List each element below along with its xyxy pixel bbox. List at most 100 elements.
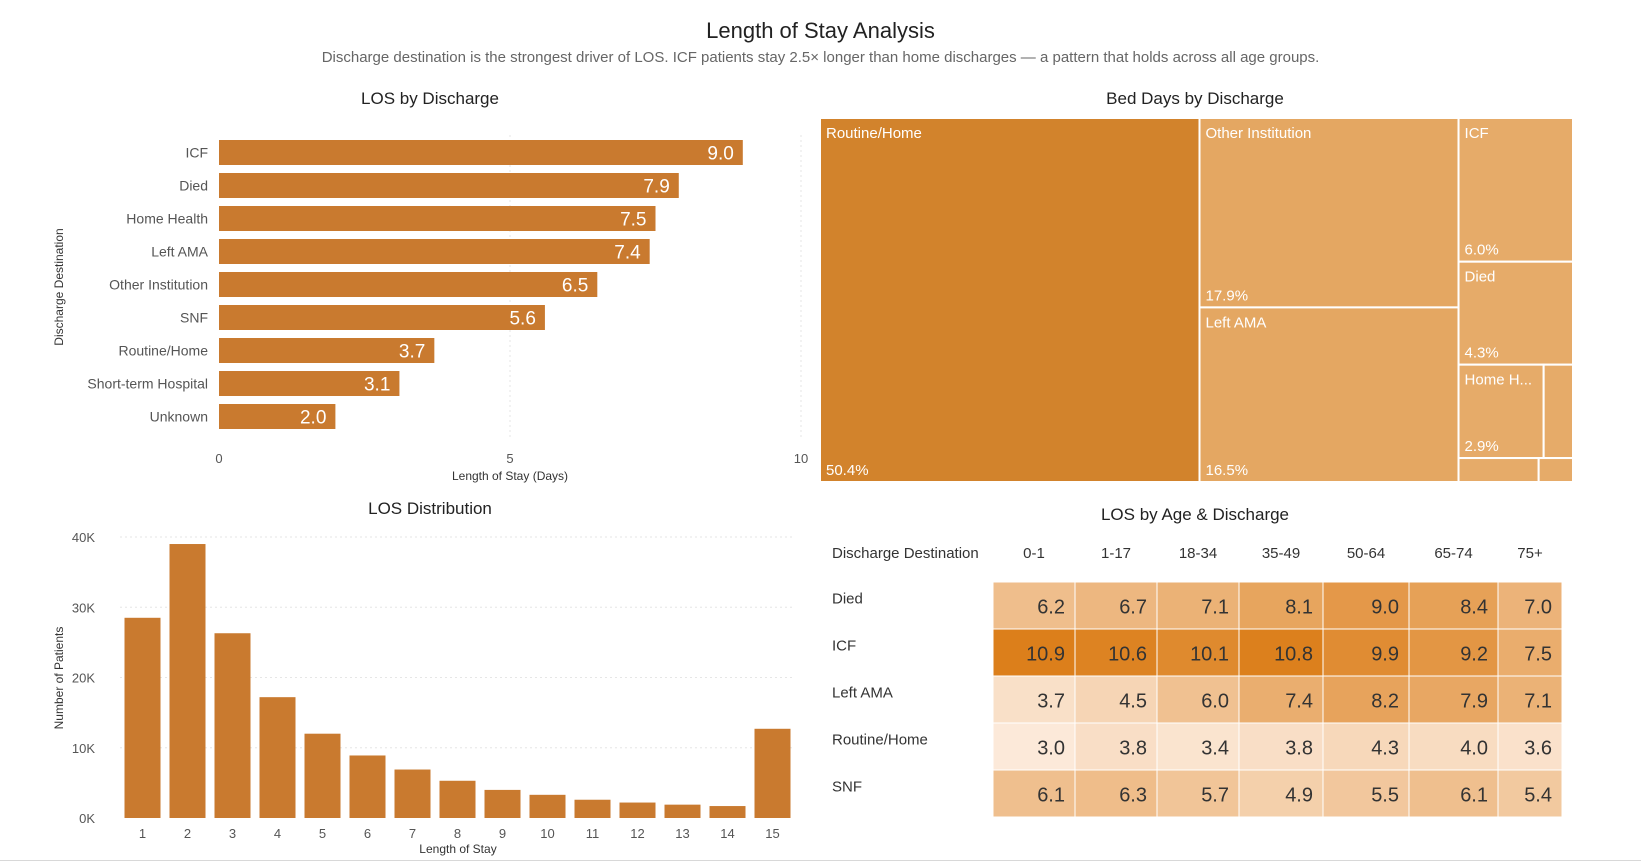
data-label: 3.7: [399, 342, 425, 363]
x-tick-label: 8: [454, 826, 461, 841]
heatmap-cell: [1408, 628, 1499, 677]
heatmap-cell: [1497, 675, 1563, 724]
histogram-bar: [529, 794, 566, 818]
histogram-bar: [349, 755, 386, 818]
treemap-value: 17.9%: [1206, 287, 1249, 304]
histogram-bar: [214, 633, 251, 818]
heatmap-cell: [1156, 769, 1240, 818]
x-tick-label: 13: [675, 826, 689, 841]
category-label: Unknown: [150, 409, 208, 425]
data-label: 6.5: [562, 276, 588, 297]
heatmap-value: 5.7: [1201, 785, 1229, 807]
heatmap-cell: [1497, 769, 1563, 818]
x-tick-label: 0: [215, 451, 222, 466]
category-label: ICF: [185, 145, 208, 161]
treemap-label: Home H...: [1465, 372, 1533, 389]
bottom-divider: [0, 860, 1641, 861]
x-tick-label: 12: [630, 826, 644, 841]
y-tick-label: 0K: [79, 811, 95, 826]
treemap-label: Died: [1465, 269, 1496, 286]
heatmap-value: 3.4: [1201, 738, 1229, 760]
page-title: Length of Stay Analysis: [706, 18, 935, 43]
y-axis-title: Number of Patients: [52, 627, 66, 730]
x-tick-label: 14: [720, 826, 734, 841]
heatmap-value: 6.3: [1119, 785, 1147, 807]
heatmap-value: 7.4: [1285, 691, 1313, 713]
bed-days-title: Bed Days by Discharge: [1106, 89, 1284, 108]
heatmap-cell: [992, 769, 1076, 818]
heatmap-column-label: 35-49: [1262, 545, 1300, 562]
histogram-bar: [169, 544, 206, 818]
heatmap-value: 10.8: [1274, 644, 1313, 666]
treemap-value: 2.9%: [1465, 438, 1499, 455]
treemap-tile: [1457, 117, 1574, 263]
heatmap-value: 6.2: [1037, 597, 1065, 619]
histogram-bar: [709, 806, 746, 818]
histogram-bar: [574, 799, 611, 818]
heatmap-value: 4.5: [1119, 691, 1147, 713]
heatmap-value: 6.7: [1119, 597, 1147, 619]
heatmap-cell: [1156, 628, 1240, 677]
x-tick-label: 10: [794, 451, 808, 466]
data-label: 2.0: [300, 408, 326, 429]
bar: [219, 371, 400, 396]
heatmap-cell: [1074, 769, 1158, 818]
treemap-label: Other Institution: [1206, 125, 1312, 142]
histogram-bar: [394, 769, 431, 818]
heatmap-row-label: Died: [832, 591, 863, 608]
heatmap-row-header: Discharge Destination: [832, 545, 979, 562]
heatmap-column-label: 75+: [1517, 545, 1543, 562]
heatmap-value: 3.6: [1524, 738, 1552, 760]
category-label: Short-term Hospital: [87, 376, 208, 392]
y-tick-label: 40K: [72, 530, 95, 545]
heatmap-value: 9.0: [1371, 597, 1399, 619]
treemap-label: Routine/Home: [826, 125, 922, 142]
treemap-tile: [1198, 117, 1460, 309]
heatmap-row-label: Left AMA: [832, 685, 893, 702]
x-tick-label: 11: [586, 826, 600, 841]
histogram-bar: [664, 804, 701, 818]
heatmap-value: 7.1: [1201, 597, 1229, 619]
treemap-tile: [819, 117, 1201, 483]
heatmap-column-label: 50-64: [1347, 545, 1385, 562]
heatmap-cell: [1408, 769, 1499, 818]
heatmap-cell: [1156, 722, 1240, 771]
category-label: Died: [179, 178, 208, 194]
x-tick-label: 4: [274, 826, 281, 841]
heatmap-cell: [1322, 769, 1410, 818]
y-tick-label: 10K: [72, 741, 95, 756]
heatmap-value: 8.1: [1285, 597, 1313, 619]
heatmap-column-label: 1-17: [1101, 545, 1131, 562]
heatmap-value: 7.9: [1460, 691, 1488, 713]
data-label: 9.0: [707, 144, 733, 165]
y-tick-label: 30K: [72, 600, 95, 615]
heatmap-value: 3.7: [1037, 691, 1065, 713]
heatmap-cell: [1408, 675, 1499, 724]
heatmap-cell: [1074, 581, 1158, 630]
bar: [219, 404, 336, 429]
x-tick-label: 3: [229, 826, 236, 841]
category-label: Home Health: [126, 211, 208, 227]
histogram-bar: [304, 733, 341, 818]
heatmap-row-label: ICF: [832, 638, 856, 655]
heatmap-column-label: 65-74: [1434, 545, 1472, 562]
heatmap-column-label: 0-1: [1023, 545, 1045, 562]
data-label: 7.5: [620, 210, 646, 231]
data-label: 5.6: [509, 309, 535, 330]
heatmap-cell: [1074, 722, 1158, 771]
heatmap-cell: [1497, 581, 1563, 630]
bar: [219, 272, 598, 297]
bar: [219, 305, 545, 330]
category-label: Other Institution: [109, 277, 208, 293]
bar: [219, 206, 656, 231]
heatmap-value: 10.1: [1190, 644, 1229, 666]
x-tick-label: 6: [364, 826, 371, 841]
bar: [219, 140, 743, 165]
treemap-tile: [1537, 457, 1575, 484]
category-label: Routine/Home: [119, 343, 209, 359]
histogram-bar: [439, 780, 476, 818]
los-distribution-title: LOS Distribution: [368, 499, 492, 518]
